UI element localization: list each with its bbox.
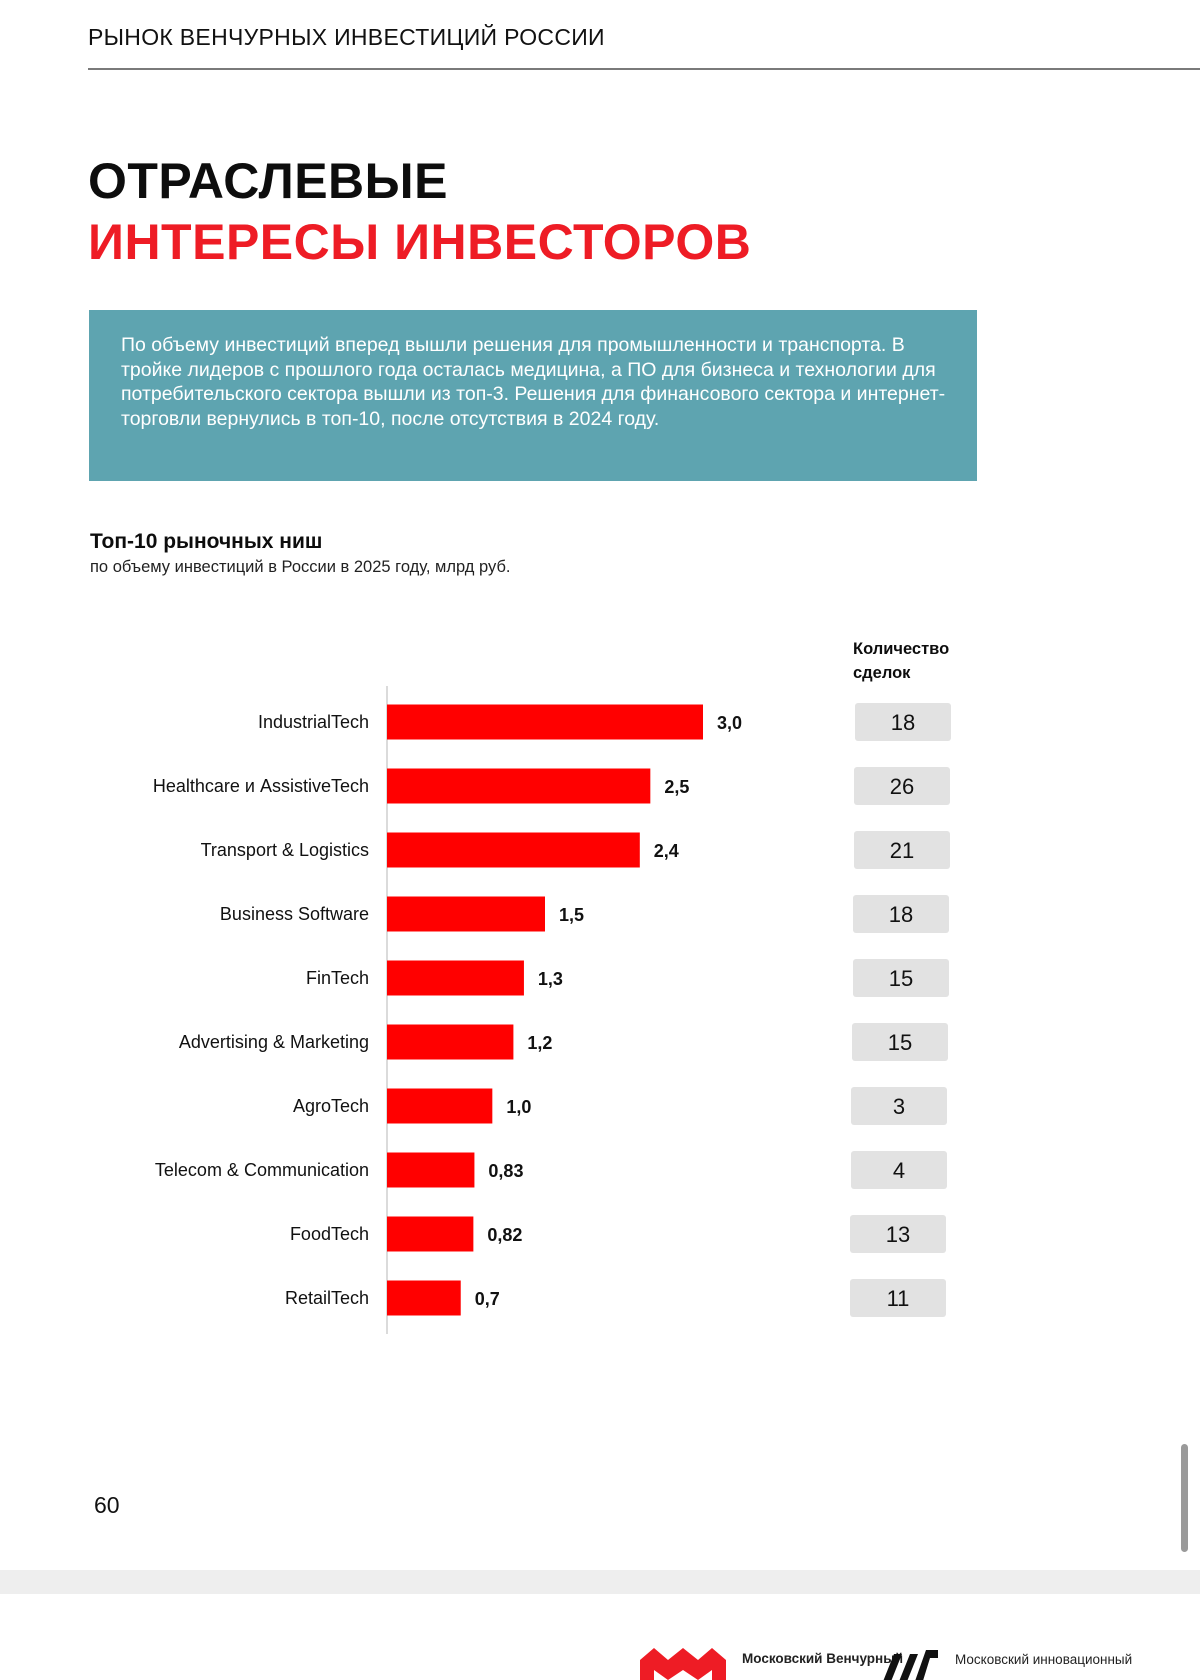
deals-count-value: 21 <box>890 838 914 863</box>
bar-chart-svg: IndustrialTech 3,0 18 Healthcare и Assistiv… <box>153 686 951 1334</box>
deals-count-badge <box>850 1215 946 1253</box>
deals-count-value: 13 <box>886 1222 910 1247</box>
value-label: 1,5 <box>559 905 584 925</box>
deals-count-value: 11 <box>887 1286 910 1311</box>
deals-count-value: 3 <box>893 1094 905 1119</box>
bar <box>387 1216 474 1252</box>
mvf-logo-icon <box>640 1648 726 1680</box>
value-label: 0,83 <box>488 1161 523 1181</box>
page-separator <box>0 1570 1200 1594</box>
chart-title: Топ-10 рыночных ниш <box>90 530 323 553</box>
deals-count-badge <box>853 959 949 997</box>
page-title-line-1: ОТРАСЛЕВЫЕ <box>88 153 448 209</box>
category-label: IndustrialTech <box>258 712 369 732</box>
value-label: 3,0 <box>717 713 742 733</box>
bar <box>387 832 640 868</box>
mik-logo-text: Московский инновационный <box>955 1652 1133 1667</box>
mik-logo-icon <box>883 1650 938 1680</box>
deals-count-badge <box>851 1087 947 1125</box>
category-label: Telecom & Communication <box>155 1160 369 1180</box>
report-header-title: РЫНОК ВЕНЧУРНЫХ ИНВЕСТИЦИЙ РОССИИ <box>88 24 605 50</box>
bar <box>387 768 651 804</box>
value-label: 2,5 <box>664 777 689 797</box>
report-header: РЫНОК ВЕНЧУРНЫХ ИНВЕСТИЦИЙ РОССИИ <box>88 22 1200 70</box>
info-box: По объему инвестиций вперед вышли решени… <box>89 310 977 481</box>
mvf-logo-text: Московский Венчурный <box>742 1651 904 1666</box>
deals-count-badge <box>855 703 951 741</box>
value-label: 0,7 <box>475 1289 500 1309</box>
vertical-scrollbar[interactable] <box>1181 1444 1188 1552</box>
chart-subtitle: по объему инвестиций в России в 2025 год… <box>90 558 511 576</box>
category-label: FinTech <box>306 968 369 988</box>
deals-count-badge <box>854 767 950 805</box>
deals-column-header: Количество сделок <box>853 640 950 682</box>
bar-chart: IndustrialTech 3,0 18 Healthcare и Assistiv… <box>0 600 1200 1340</box>
category-label: Business Software <box>220 904 369 924</box>
page-title-line-2: ИНТЕРЕСЫ ИНВЕСТОРОВ <box>88 214 752 270</box>
value-label: 1,0 <box>506 1097 531 1117</box>
value-label: 2,4 <box>654 841 679 861</box>
category-label: AgroTech <box>293 1096 369 1116</box>
deals-count-value: 15 <box>889 966 913 991</box>
category-label: RetailTech <box>285 1288 369 1308</box>
value-label: 1,2 <box>527 1033 552 1053</box>
deals-count-value: 18 <box>889 902 913 927</box>
category-label: Healthcare и AssistiveTech <box>153 776 369 796</box>
bar <box>387 1088 493 1124</box>
deals-count-value: 15 <box>888 1030 912 1055</box>
report-page: РЫНОК ВЕНЧУРНЫХ ИНВЕСТИЦИЙ РОССИИ ОТРАСЛ… <box>0 22 1200 1552</box>
info-box-text: По объему инвестиций вперед вышли решени… <box>121 334 946 430</box>
deals-count-value: 18 <box>891 710 915 735</box>
bar <box>387 896 545 932</box>
footer: Московский Венчурный Московский инноваци… <box>0 1594 1200 1680</box>
deals-count-badge <box>854 831 950 869</box>
deals-count-badge <box>850 1279 946 1317</box>
deals-count-badge <box>852 1023 948 1061</box>
bar <box>387 1024 514 1060</box>
category-label: Advertising & Marketing <box>179 1032 369 1052</box>
deals-count-value: 4 <box>893 1158 905 1183</box>
bar <box>387 960 524 996</box>
value-label: 0,82 <box>487 1225 522 1245</box>
deals-count-badge <box>853 895 949 933</box>
bar <box>387 1152 475 1188</box>
category-label: FoodTech <box>290 1224 369 1244</box>
bar <box>387 704 703 740</box>
value-label: 1,3 <box>538 969 563 989</box>
deals-count-badge <box>851 1151 947 1189</box>
bar <box>387 1280 461 1316</box>
category-label: Transport & Logistics <box>201 840 369 860</box>
deals-count-value: 26 <box>890 774 914 799</box>
page-number: 60 <box>94 1492 120 1518</box>
